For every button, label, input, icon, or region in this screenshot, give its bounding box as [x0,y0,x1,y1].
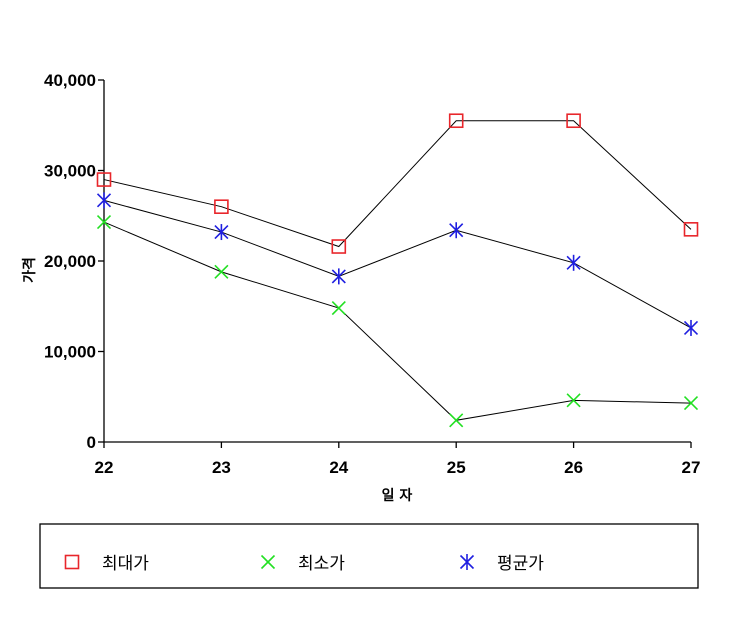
legend-marker-square [64,554,80,570]
data-point-x [683,396,699,411]
data-point-asterisk [566,254,581,271]
legend-box [39,523,699,589]
data-point-asterisk [214,224,229,241]
data-point-x [214,264,229,279]
tick-labels: 0 10,000 20,000 30,000 40,000 22 23 24 25 26 27 [44,71,700,477]
data-point-asterisk [449,222,464,239]
y-tick-label: 0 [87,433,96,452]
y-tick-label: 10,000 [44,343,96,362]
data-point-asterisk [331,268,346,285]
axes [98,79,692,448]
series-line [103,199,692,329]
x-tick-label: 25 [447,458,466,477]
y-tick-label: 30,000 [44,162,96,181]
x-tick-label: 27 [682,458,701,477]
data-point-square [448,113,464,129]
data-point-x [331,300,346,316]
legend-item: 최대가 [64,554,149,574]
legend-item: 최소가 [260,554,345,574]
x-tick-label: 26 [564,458,583,477]
series-markers [96,113,699,428]
data-point-square [96,172,112,187]
legend-marker-x [260,554,276,570]
x-tick-label: 24 [329,458,348,477]
data-point-square [683,222,699,237]
data-point-x [449,413,464,428]
y-tick-label: 40,000 [44,71,96,90]
data-point-x [96,215,112,230]
data-point-x [566,393,581,408]
y-tick-label: 20,000 [44,252,96,271]
legend-item: 평균가 [459,554,544,574]
series-line [103,221,692,421]
data-point-square [214,199,229,214]
legend-label: 최대가 [102,554,149,574]
data-point-square [566,113,581,129]
x-tick-label: 22 [95,458,114,477]
series-line [103,120,692,248]
x-axis-title: 일 자 [382,488,413,504]
data-point-asterisk [683,319,699,336]
x-tick-label: 23 [212,458,231,477]
y-axis-title: 가격 [21,257,38,283]
series-lines [103,120,692,421]
data-point-asterisk [96,192,112,209]
legend: 최대가 최소가 평균가 [39,523,699,589]
legend-label: 최소가 [298,554,345,574]
legend-marker-asterisk [459,554,475,570]
data-point-square [331,239,347,254]
legend-label: 평균가 [497,554,544,574]
